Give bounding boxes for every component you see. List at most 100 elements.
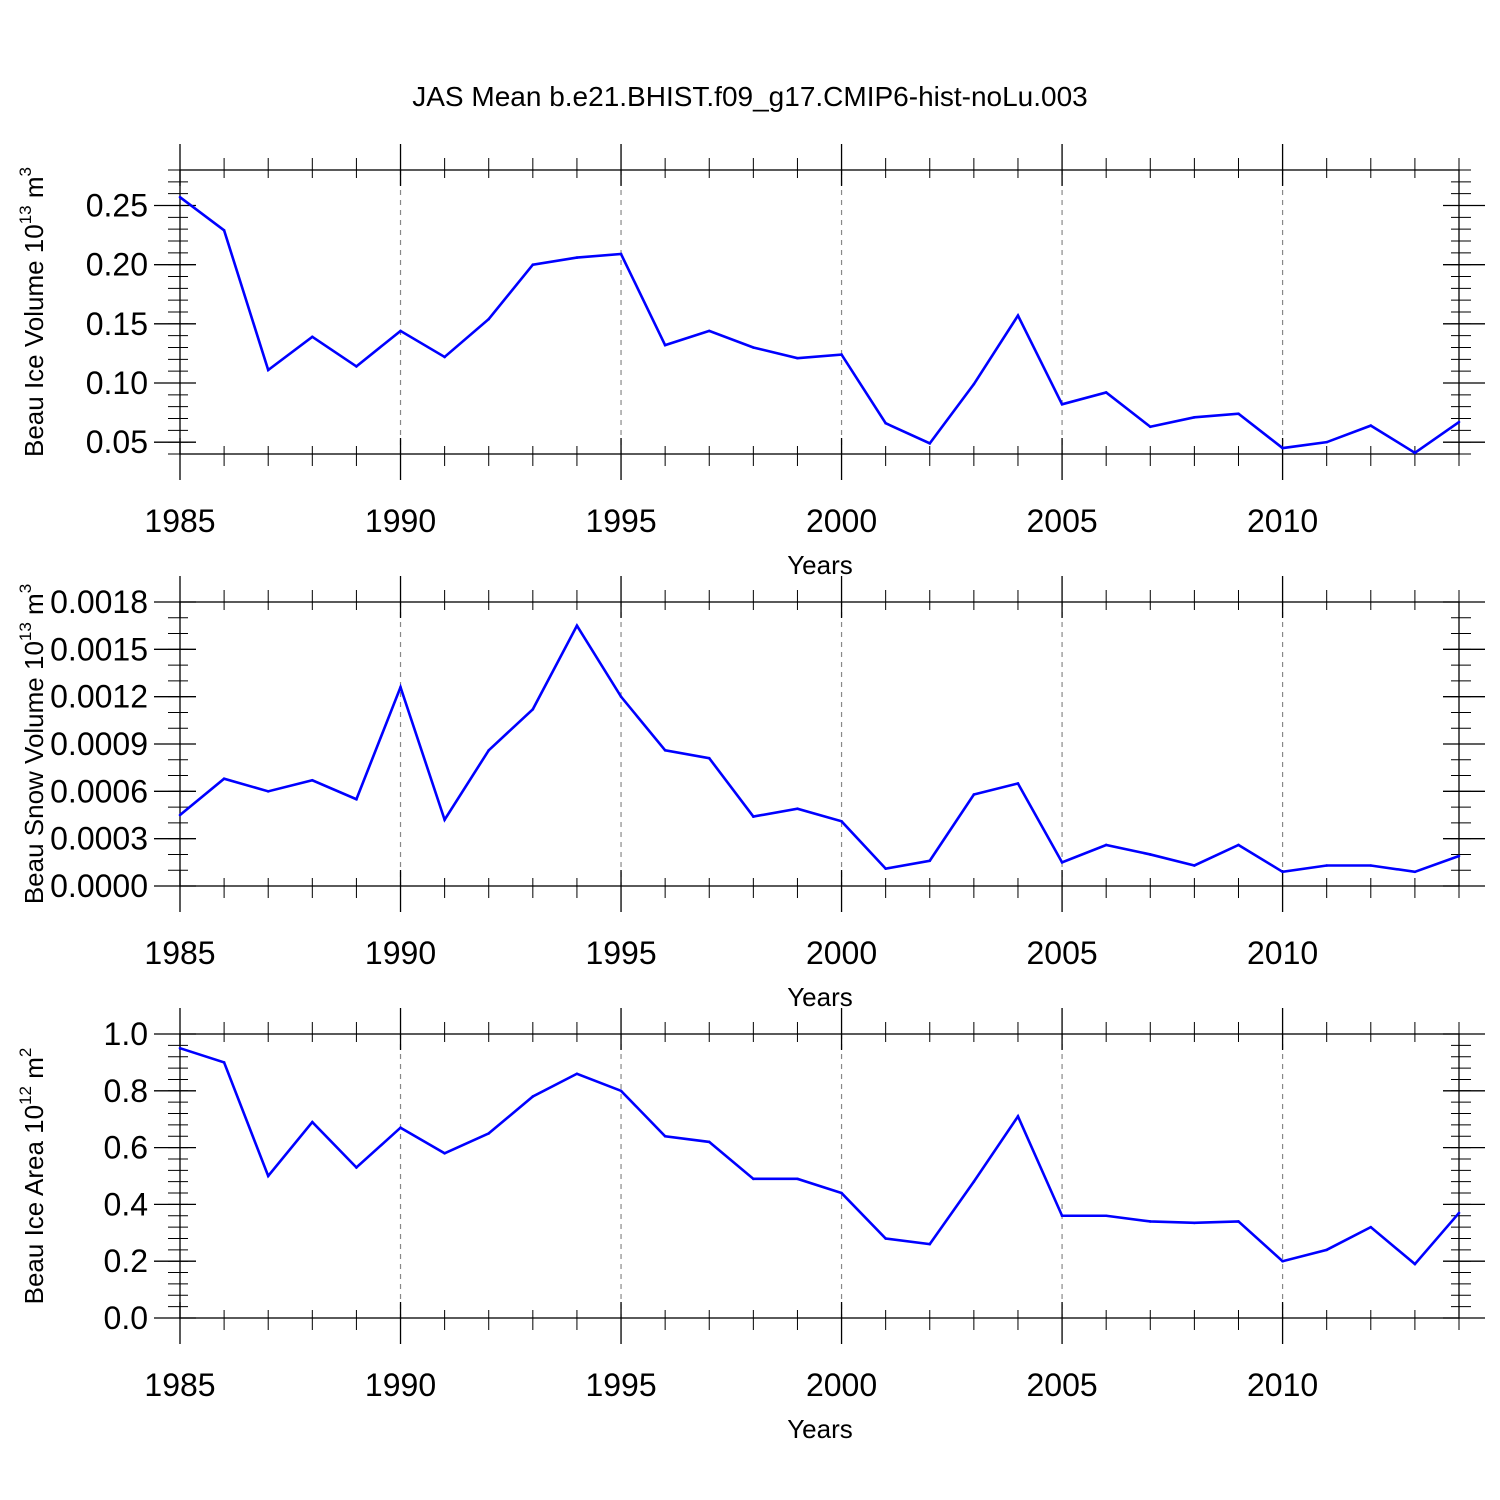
data-point (1325, 440, 1328, 444)
data-point (752, 1177, 755, 1181)
y-tick-label: 0.0009 (50, 726, 148, 762)
data-point (1237, 412, 1240, 416)
data-point (443, 1151, 446, 1155)
data-point (840, 820, 843, 823)
data-point (178, 813, 182, 817)
data-point (355, 365, 358, 368)
plot-frame (179, 1033, 1460, 1319)
data-point (928, 859, 932, 863)
data-point (399, 685, 402, 689)
y-tick-label: 0.25 (86, 188, 148, 224)
x-tick-label: 1985 (144, 1367, 215, 1403)
y-tick-label: 0.05 (86, 424, 148, 460)
x-tick-label: 2005 (1026, 935, 1097, 971)
data-point (443, 818, 446, 822)
data-point (1325, 1248, 1328, 1252)
panel-ice-volume: 0.05 0.10 0.15 0.20 0.25 1985 1990 1995 2000 2005… (16, 144, 1485, 580)
data-point (399, 329, 402, 333)
x-tick-label: 1985 (144, 935, 215, 971)
data-point (1104, 843, 1108, 847)
data-point (1104, 1214, 1108, 1218)
x-tick-label: 1990 (365, 503, 436, 539)
data-point (222, 777, 226, 781)
y-tick-label: 0.0006 (50, 773, 148, 809)
data-point (222, 1061, 226, 1064)
y-tick-label: 0.2 (104, 1243, 148, 1279)
y-axis-title-text: Beau Snow Volume 10 (19, 641, 49, 904)
y-axis-title-unit-exponent: 2 (16, 1048, 35, 1057)
x-tick-label: 1995 (585, 503, 656, 539)
y-tick-label: 0.0018 (50, 584, 148, 620)
x-tick-label: 2010 (1247, 935, 1318, 971)
x-tick-label: 1995 (585, 1367, 656, 1403)
y-tick-label: 0.0 (104, 1300, 148, 1336)
data-point (619, 252, 623, 256)
plot-frame (179, 601, 1460, 887)
data-point (1413, 870, 1417, 874)
data-point (311, 1120, 314, 1124)
data-point (1457, 420, 1461, 424)
data-point (796, 356, 799, 360)
data-point (1193, 416, 1196, 419)
panel-snow-volume: 0.0000 0.0003 0.0006 0.0009 0.0012 0.0015 0.00… (16, 576, 1485, 1012)
series-line-snow-volume (179, 623, 1460, 874)
x-tick-label: 2000 (806, 935, 877, 971)
y-axis-title-unit-exponent: 3 (16, 167, 35, 176)
y-axis-title-exponent: 12 (16, 1086, 35, 1105)
y-axis-title-unit: m (19, 593, 49, 622)
x-tick-label: 1990 (365, 1367, 436, 1403)
panel-ice-area: 0.0 0.2 0.4 0.6 0.8 1.0 1985 1990 1995 2000 2005 20… (16, 1008, 1485, 1444)
data-point (1060, 861, 1064, 864)
data-point (796, 807, 799, 810)
data-point (1369, 1225, 1373, 1229)
data-point (752, 815, 755, 818)
data-point (222, 229, 226, 232)
data-point (1325, 864, 1328, 867)
data-point (663, 1134, 667, 1138)
y-axis-title-unit-exponent: 3 (16, 584, 35, 593)
data-point (1281, 1259, 1284, 1263)
figure-title: JAS Mean b.e21.BHIST.f09_g17.CMIP6-hist-… (412, 81, 1088, 112)
data-point (1016, 314, 1020, 317)
data-point (1413, 451, 1417, 455)
data-point (619, 695, 623, 698)
data-point (663, 343, 667, 347)
data-point (1193, 864, 1196, 867)
y-axis-title-text: Beau Ice Area 10 (19, 1105, 49, 1304)
data-point (663, 749, 667, 752)
data-point (972, 382, 976, 386)
data-point (619, 1089, 623, 1093)
data-point (575, 624, 579, 627)
y-tick-label: 0.4 (104, 1186, 148, 1222)
data-point (928, 442, 932, 445)
data-point (487, 749, 491, 752)
data-point (1148, 425, 1152, 429)
data-point (575, 256, 579, 259)
y-axis-title-text: Beau Ice Volume 10 (19, 224, 49, 457)
y-axis-title-exponent: 13 (16, 622, 35, 641)
y-axis-title: Beau Ice Area 1012 m2 (16, 1048, 49, 1305)
y-axis-title-exponent: 13 (16, 205, 35, 224)
series-line-ice-volume (179, 196, 1460, 455)
data-point (355, 1166, 358, 1169)
data-point (1016, 782, 1020, 785)
data-point (1457, 1211, 1461, 1215)
data-point (707, 756, 711, 760)
data-point (443, 355, 446, 359)
x-tick-label: 2000 (806, 503, 877, 539)
x-tick-label: 1995 (585, 935, 656, 971)
data-point (972, 1180, 976, 1183)
x-tick-label: 1990 (365, 935, 436, 971)
data-point (311, 778, 314, 782)
data-point (752, 346, 755, 349)
y-tick-label: 0.20 (86, 247, 148, 283)
data-point (884, 867, 887, 870)
data-point (1457, 854, 1461, 858)
data-point (840, 353, 843, 356)
y-tick-label: 1.0 (104, 1016, 148, 1052)
data-point (884, 421, 887, 425)
y-axis-title-unit: m (19, 176, 49, 205)
y-tick-label: 0.0012 (50, 679, 148, 715)
data-point (311, 335, 314, 339)
